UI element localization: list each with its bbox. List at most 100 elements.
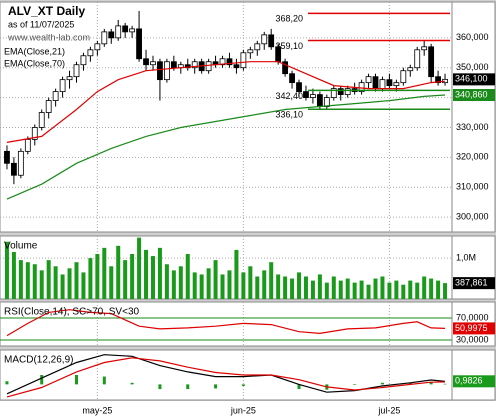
- candle-body: [157, 61, 163, 81]
- volume-bar: [220, 274, 225, 299]
- volume-bar: [345, 278, 350, 299]
- candle-body: [233, 64, 240, 69]
- x-tick-label: jun-25: [230, 405, 256, 415]
- candle-body: [4, 150, 10, 164]
- candle-body: [400, 70, 407, 84]
- volume-bar: [373, 278, 378, 299]
- candle-body: [240, 52, 247, 69]
- volume-bar: [171, 270, 176, 299]
- volume-bar: [408, 280, 413, 299]
- volume-bar: [46, 260, 51, 299]
- histogram-bar: [297, 384, 301, 390]
- candle-body: [11, 162, 17, 176]
- volume-bar: [241, 272, 246, 299]
- volume-bar: [276, 274, 281, 299]
- subtitle: as of 11/07/2025: [8, 19, 74, 29]
- candle-body: [184, 64, 191, 69]
- volume-bar: [317, 274, 322, 299]
- value-tag-label: 346,100: [455, 74, 488, 84]
- volume-bar: [269, 262, 274, 299]
- candle-body: [393, 82, 400, 87]
- candle-body: [386, 79, 393, 87]
- candle-body: [226, 58, 233, 66]
- volume-bar: [150, 256, 155, 299]
- x-tick-label: jul-25: [377, 405, 400, 415]
- volume-bar: [290, 278, 295, 299]
- volume-bar: [380, 276, 385, 299]
- candle-body: [330, 88, 337, 98]
- volume-bar: [81, 272, 86, 299]
- candle-body: [379, 79, 386, 90]
- candle-body: [372, 76, 379, 90]
- indicator-line: [6, 309, 446, 337]
- candle-body: [17, 150, 24, 176]
- volume-bar: [32, 264, 37, 299]
- histogram-bar: [5, 381, 9, 385]
- indicator-line: [6, 94, 446, 200]
- level-label: 359,10: [275, 41, 303, 51]
- candle-body: [205, 61, 212, 72]
- candle-body: [170, 61, 177, 69]
- value-tag: [453, 277, 495, 290]
- candle-body: [414, 49, 421, 69]
- histogram-bar: [74, 375, 78, 385]
- candle-body: [268, 34, 275, 48]
- volume-bar: [422, 276, 427, 299]
- volume-bar: [443, 283, 448, 299]
- candle-body: [421, 46, 428, 51]
- histogram-bar: [353, 384, 357, 385]
- legend-entry: EMA(Close,21): [4, 46, 65, 56]
- volume-bar: [352, 282, 357, 299]
- candle-body: [143, 58, 149, 66]
- value-tag: [453, 375, 495, 388]
- candle-body: [101, 31, 108, 45]
- volume-bar: [39, 270, 44, 299]
- volume-bar: [18, 260, 23, 299]
- volume-bar: [116, 245, 121, 299]
- indicator-line: [6, 61, 446, 143]
- candle-body: [303, 91, 309, 98]
- volume-bar: [436, 280, 441, 299]
- candle-body: [296, 82, 302, 93]
- volume-bar: [53, 266, 58, 299]
- candle-body: [108, 31, 115, 39]
- candle-body: [31, 127, 38, 140]
- volume-bar: [255, 276, 260, 299]
- indicator-line: [6, 357, 446, 398]
- volume-bar: [394, 280, 399, 299]
- candle-body: [45, 100, 52, 113]
- value-tag-label: 340,860: [455, 89, 488, 99]
- volume-bar: [366, 284, 371, 299]
- volume-bar: [429, 278, 434, 299]
- volume-bar: [74, 262, 79, 299]
- volume-bar: [67, 268, 72, 299]
- volume-bar: [227, 270, 232, 299]
- indicator-line: [6, 354, 446, 395]
- y-tick-label: 30,0000: [456, 334, 489, 344]
- candle-body: [122, 25, 129, 33]
- volume-bar: [137, 237, 142, 299]
- volume-bar: [157, 247, 162, 299]
- candle-body: [310, 94, 316, 98]
- candle-body: [52, 91, 59, 101]
- volume-bar: [88, 258, 93, 299]
- x-tick-label: may-25: [82, 405, 112, 415]
- volume-bar: [338, 280, 343, 299]
- volume-bar: [248, 266, 253, 299]
- volume-bar: [4, 241, 9, 299]
- volume-bar: [102, 247, 107, 299]
- histogram-bar: [40, 375, 44, 385]
- candle-body: [407, 67, 414, 72]
- histogram-bar: [380, 382, 384, 385]
- watermark: www.wealth-lab.com: [7, 32, 90, 42]
- value-tag: [453, 89, 495, 102]
- volume-bar: [331, 276, 336, 299]
- value-tag: [453, 322, 495, 335]
- candle-body: [365, 76, 372, 84]
- candle-body: [24, 139, 31, 152]
- candle-body: [323, 97, 330, 107]
- volume-bar: [185, 254, 190, 299]
- histogram-bar: [158, 384, 162, 390]
- value-tag-label: 50,9975: [455, 323, 488, 333]
